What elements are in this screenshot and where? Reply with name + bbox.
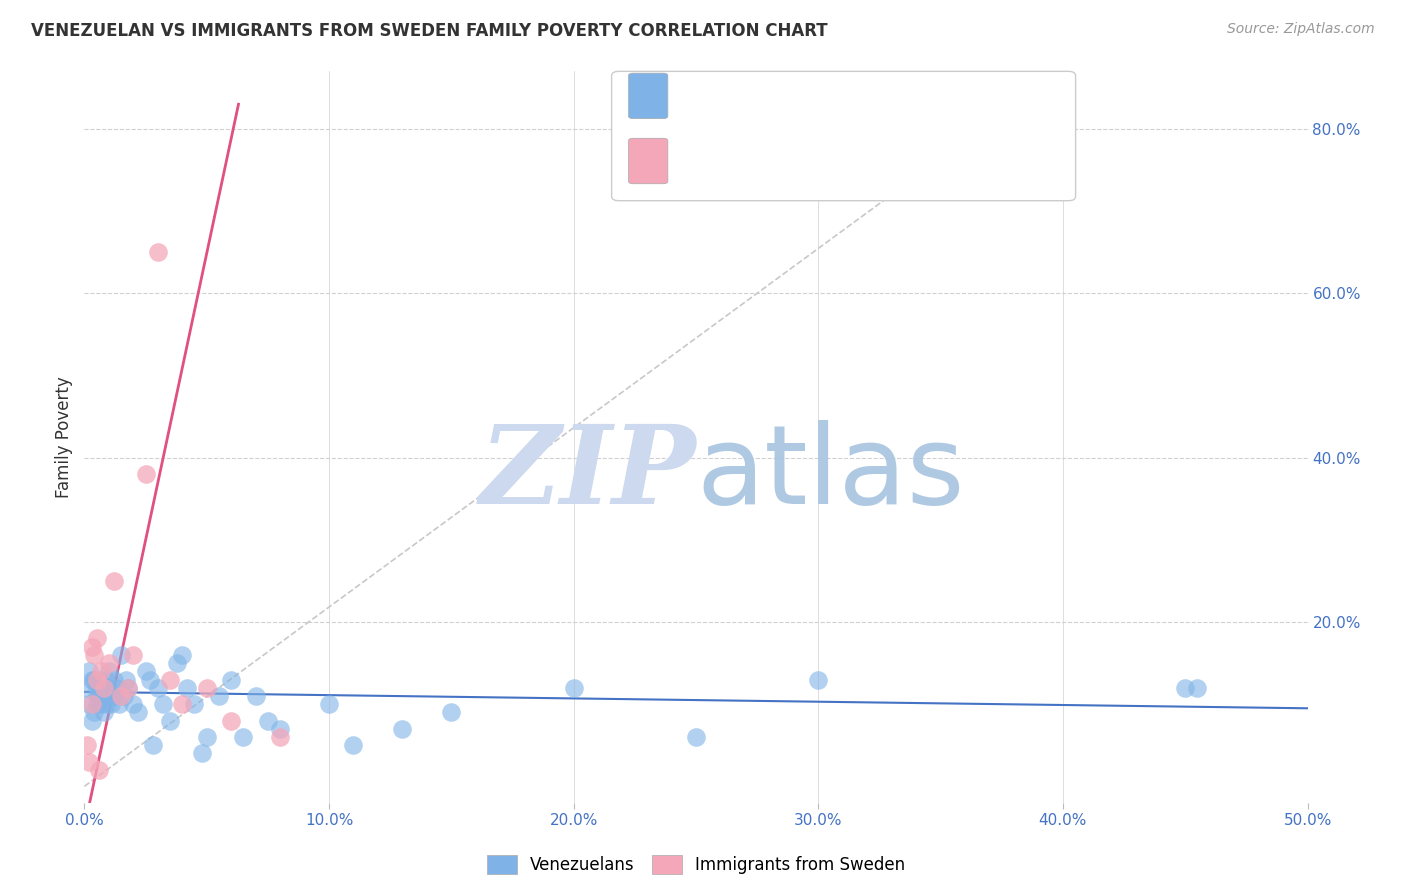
- Point: [117, 681, 139, 695]
- Point: [166, 656, 188, 670]
- Text: 59: 59: [870, 87, 896, 104]
- Text: atlas: atlas: [696, 420, 965, 527]
- Point: [96, 697, 118, 711]
- Point: [146, 245, 169, 260]
- Point: [122, 648, 145, 662]
- Point: [87, 763, 110, 777]
- Point: [105, 681, 128, 695]
- Point: [117, 681, 139, 695]
- Point: [685, 730, 707, 744]
- Point: [342, 739, 364, 753]
- Point: [76, 739, 98, 753]
- Point: [97, 656, 120, 670]
- Point: [159, 673, 181, 687]
- Point: [1187, 681, 1209, 695]
- Text: -0.117: -0.117: [718, 87, 783, 104]
- Point: [80, 640, 103, 654]
- Point: [115, 673, 138, 687]
- Point: [103, 689, 125, 703]
- Point: [127, 706, 149, 720]
- Point: [80, 697, 103, 711]
- Point: [440, 706, 463, 720]
- Point: [80, 673, 103, 687]
- Point: [122, 697, 145, 711]
- Text: 22: 22: [870, 152, 896, 169]
- Point: [232, 730, 254, 744]
- Point: [269, 730, 291, 744]
- Point: [172, 648, 194, 662]
- Point: [159, 714, 181, 728]
- Text: N =: N =: [828, 152, 868, 169]
- Point: [93, 706, 115, 720]
- Point: [97, 665, 120, 679]
- Point: [195, 681, 218, 695]
- Point: [107, 697, 129, 711]
- Text: R =: R =: [676, 87, 716, 104]
- Text: 0.721: 0.721: [718, 152, 775, 169]
- Point: [172, 697, 194, 711]
- Point: [103, 574, 125, 588]
- Point: [562, 681, 585, 695]
- Point: [391, 722, 413, 736]
- Point: [807, 673, 830, 687]
- Text: Source: ZipAtlas.com: Source: ZipAtlas.com: [1227, 22, 1375, 37]
- Point: [90, 681, 112, 695]
- Point: [77, 665, 100, 679]
- Point: [245, 689, 267, 703]
- Point: [135, 467, 157, 481]
- Point: [110, 689, 132, 703]
- Point: [86, 673, 108, 687]
- Point: [208, 689, 231, 703]
- Point: [93, 681, 115, 695]
- Point: [86, 632, 108, 646]
- Point: [100, 697, 122, 711]
- Y-axis label: Family Poverty: Family Poverty: [55, 376, 73, 498]
- Point: [146, 681, 169, 695]
- Point: [219, 673, 242, 687]
- Point: [93, 689, 115, 703]
- Point: [195, 730, 218, 744]
- Point: [110, 648, 132, 662]
- Point: [77, 697, 100, 711]
- Point: [77, 755, 100, 769]
- Point: [176, 681, 198, 695]
- Point: [76, 681, 98, 695]
- Point: [191, 747, 214, 761]
- Point: [152, 697, 174, 711]
- Text: N =: N =: [828, 87, 868, 104]
- Point: [269, 722, 291, 736]
- Point: [90, 665, 112, 679]
- Point: [83, 706, 105, 720]
- Point: [80, 714, 103, 728]
- Text: VENEZUELAN VS IMMIGRANTS FROM SWEDEN FAMILY POVERTY CORRELATION CHART: VENEZUELAN VS IMMIGRANTS FROM SWEDEN FAM…: [31, 22, 828, 40]
- Point: [83, 648, 105, 662]
- Point: [142, 739, 165, 753]
- Legend: Venezuelans, Immigrants from Sweden: Venezuelans, Immigrants from Sweden: [478, 847, 914, 882]
- Text: R =: R =: [676, 152, 716, 169]
- Point: [257, 714, 280, 728]
- Point: [1174, 681, 1197, 695]
- Point: [86, 689, 108, 703]
- Point: [103, 673, 125, 687]
- Point: [318, 697, 340, 711]
- Point: [90, 697, 112, 711]
- Point: [219, 714, 242, 728]
- Point: [112, 689, 135, 703]
- Point: [97, 689, 120, 703]
- Point: [86, 681, 108, 695]
- Point: [97, 681, 120, 695]
- Point: [86, 697, 108, 711]
- Point: [87, 673, 110, 687]
- Point: [96, 673, 118, 687]
- Point: [83, 673, 105, 687]
- Point: [183, 697, 205, 711]
- Point: [135, 665, 157, 679]
- Point: [139, 673, 162, 687]
- Text: ZIP: ZIP: [479, 420, 696, 527]
- Point: [87, 689, 110, 703]
